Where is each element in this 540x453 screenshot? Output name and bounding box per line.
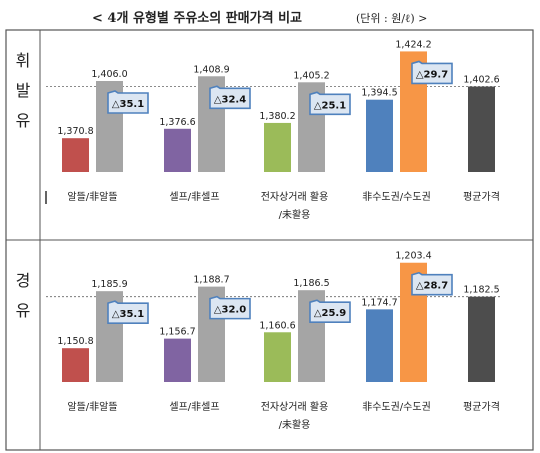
data-label: 1,160.6 <box>259 320 295 331</box>
difference-callout <box>411 271 453 296</box>
difference-callout <box>107 300 149 324</box>
data-label: 1,402.6 <box>463 75 499 86</box>
category-label: 셀프/非셀프 <box>169 401 219 413</box>
difference-callout <box>309 91 351 116</box>
difference-label: △28.7 <box>416 281 448 292</box>
row-label-char: 발 <box>16 81 31 100</box>
data-label: 1,203.4 <box>395 251 431 262</box>
difference-label: △32.4 <box>214 94 246 105</box>
data-label: 1,376.6 <box>159 117 195 128</box>
difference-callout <box>309 299 351 323</box>
data-label: 1,408.9 <box>193 64 229 75</box>
panel-diesel: 경유 1,150.8 1,185.9 △35.1 알뜰/非알뜰 1,156.7 1,188.… <box>16 251 500 431</box>
data-label: 1,186.5 <box>293 278 329 289</box>
difference-label: △35.1 <box>112 309 144 320</box>
data-label: 1,370.8 <box>57 126 93 137</box>
data-label: 1,394.5 <box>361 88 397 99</box>
difference-label: △35.1 <box>112 99 144 110</box>
row-label-char: 유 <box>16 301 31 320</box>
bar <box>264 332 291 382</box>
data-label: 1,406.0 <box>91 69 127 80</box>
row-label-char: 경 <box>16 271 31 290</box>
difference-label: △29.7 <box>416 69 448 80</box>
difference-callout <box>209 85 251 110</box>
bar <box>468 296 495 382</box>
category-label: /未활용 <box>279 208 311 221</box>
category-label: 알뜰/非알뜰 <box>67 191 117 203</box>
difference-label: △25.9 <box>314 308 346 319</box>
category-label: 셀프/非셀프 <box>169 191 219 203</box>
bar <box>366 99 393 172</box>
chart-title: < 4개 유형별 주유소의 판매가격 비교 <box>92 10 302 26</box>
difference-callout <box>411 60 453 85</box>
bar <box>164 128 191 172</box>
data-label: 1,174.7 <box>361 297 397 308</box>
bar <box>164 338 191 382</box>
row-label-char: 유 <box>16 111 31 130</box>
category-label: 평균가격 <box>463 400 500 413</box>
data-label: 1,405.2 <box>293 70 329 81</box>
category-label: 전자상거래 활용 <box>261 190 329 203</box>
chart-unit: (단위 : 원/ℓ) > <box>356 12 427 25</box>
bar <box>62 348 89 382</box>
data-label: 1,185.9 <box>91 279 127 290</box>
difference-callout <box>209 295 251 320</box>
data-label: 1,150.8 <box>57 336 93 347</box>
category-label: 非수도권/수도권 <box>362 191 431 203</box>
category-label: 전자상거래 활용 <box>261 400 329 413</box>
bar <box>62 138 89 172</box>
category-label: 평균가격 <box>463 190 500 203</box>
panel-gasoline: 휘발유 1,370.8 1,406.0 △35.1 알뜰/非알뜰 1,376.6 1,408… <box>16 39 500 221</box>
data-label: 1,188.7 <box>193 275 229 286</box>
bar <box>468 86 495 172</box>
data-label: 1,182.5 <box>463 285 499 296</box>
category-label: /未활용 <box>279 418 311 431</box>
data-label: 1,380.2 <box>259 111 295 122</box>
difference-label: △25.1 <box>314 100 346 111</box>
data-label: 1,424.2 <box>395 39 431 50</box>
category-label: 非수도권/수도권 <box>362 401 431 413</box>
bar <box>366 309 393 382</box>
panels: 휘발유1,370.81,406.0△35.1알뜰/非알뜰1,376.61,408… <box>5 29 534 451</box>
bar <box>264 122 291 172</box>
row-label-char: 휘 <box>16 51 31 70</box>
difference-label: △32.0 <box>214 305 246 316</box>
category-label: 알뜰/非알뜰 <box>67 401 117 413</box>
difference-callout <box>107 90 149 114</box>
data-label: 1,156.7 <box>159 327 195 338</box>
